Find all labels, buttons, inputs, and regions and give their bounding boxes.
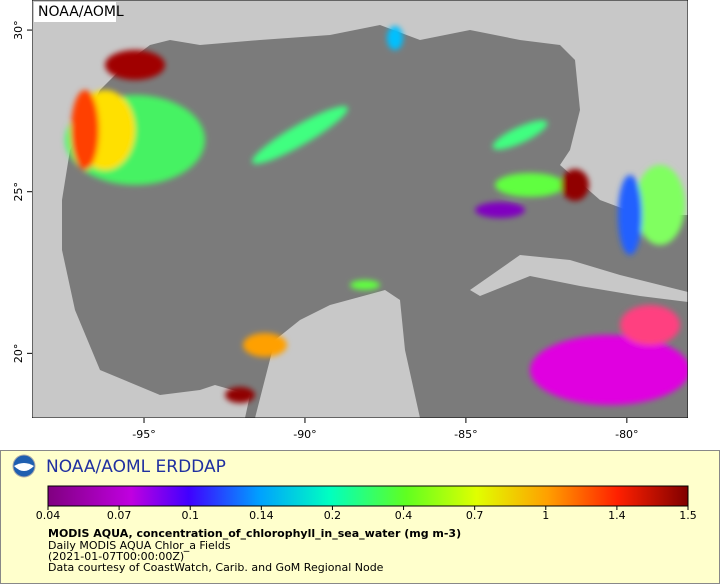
chlorophyll bbox=[65, 26, 688, 405]
x-tick-label: -85° bbox=[454, 428, 477, 441]
x-tick-label: -80° bbox=[615, 428, 638, 441]
variable-name: MODIS AQUA, concentration_of_chlorophyll… bbox=[48, 527, 461, 540]
watermark: NOAA/AOML bbox=[38, 4, 124, 20]
watermark-box bbox=[34, 2, 116, 22]
y-tick-label: 20° bbox=[12, 344, 25, 364]
colorbar-tick-label: 1 bbox=[542, 509, 549, 522]
map bbox=[32, 0, 688, 418]
colorbar-tick-label: 0.2 bbox=[324, 509, 342, 522]
colorbar-tick-label: 0.04 bbox=[36, 509, 61, 522]
legend-line: Daily MODIS AQUA Chlor_a Fields bbox=[48, 539, 231, 552]
x-tick-label: -95° bbox=[132, 428, 155, 441]
colorbar-tick-label: 0.7 bbox=[466, 509, 484, 522]
cuba bbox=[470, 255, 688, 302]
colorbar-tick-label: 0.1 bbox=[181, 509, 199, 522]
colorbar-tick-label: 1.5 bbox=[679, 509, 697, 522]
y-tick-label: 25° bbox=[12, 182, 25, 202]
legend-line: Data courtesy of CoastWatch, Carib. and … bbox=[48, 561, 384, 574]
colorbar-tick-label: 0.07 bbox=[107, 509, 132, 522]
colorbar-tick-label: 0.14 bbox=[249, 509, 274, 522]
colorbar-tick-label: 0.4 bbox=[395, 509, 413, 522]
y-tick-label: 30° bbox=[12, 20, 25, 40]
colorbar bbox=[47, 485, 689, 507]
legend-title: NOAA/AOML ERDDAP bbox=[46, 457, 226, 477]
legend-panel bbox=[0, 450, 720, 584]
x-tick-label: -90° bbox=[293, 428, 316, 441]
yucatan bbox=[255, 290, 420, 418]
legend-line: (2021-01-07T00:00:00Z) bbox=[48, 550, 184, 563]
colorbar-tick-label: 1.4 bbox=[608, 509, 626, 522]
noaa-logo-bird bbox=[14, 463, 34, 471]
